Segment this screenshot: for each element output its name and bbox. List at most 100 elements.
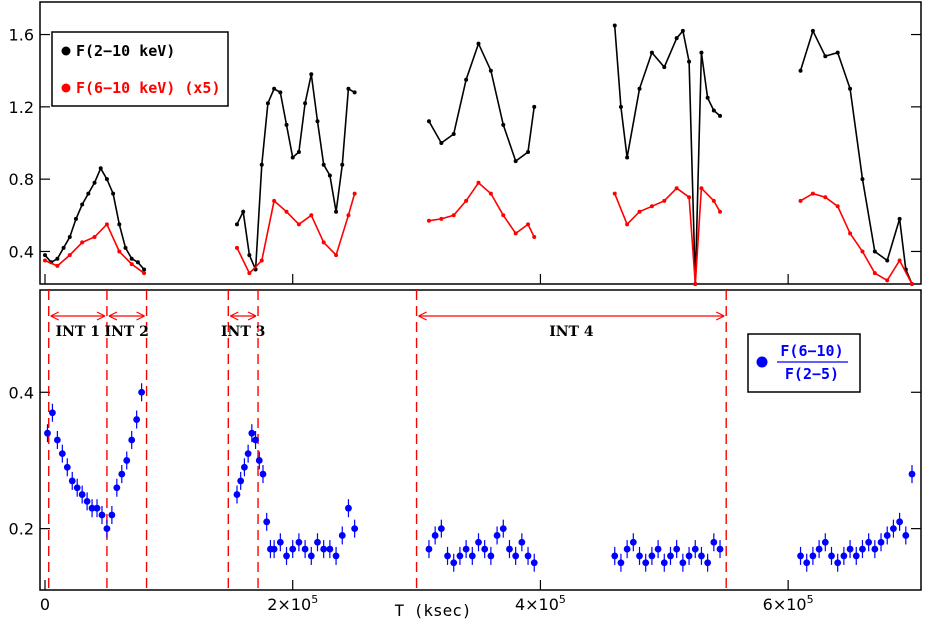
ratio-point	[518, 538, 526, 546]
data-point	[278, 90, 283, 95]
ratio-point	[462, 545, 470, 553]
bottom-y-tick-label: 0.2	[9, 520, 34, 539]
data-point	[718, 113, 723, 118]
ratio-point	[512, 552, 520, 560]
data-point	[451, 131, 456, 136]
data-point	[272, 86, 277, 91]
ratio-point	[276, 538, 284, 546]
data-point	[234, 245, 239, 250]
ratio-point	[351, 525, 359, 533]
ratio-point	[263, 518, 271, 526]
top-legend-box	[51, 31, 229, 107]
data-point	[897, 216, 902, 221]
ratio-point	[53, 436, 61, 444]
data-point	[798, 68, 803, 73]
data-point	[699, 186, 704, 191]
ratio-point	[852, 552, 860, 560]
arrow-head-left	[108, 311, 118, 321]
data-point	[92, 235, 97, 239]
ratio-point	[834, 559, 842, 567]
ratio-point	[654, 545, 662, 553]
data-point	[687, 59, 692, 64]
ratio-point	[679, 559, 687, 567]
data-point	[80, 202, 85, 207]
ratio-point	[487, 552, 495, 560]
ratio-point	[846, 545, 854, 553]
interval-label: INT 1	[56, 324, 100, 340]
data-point	[43, 253, 47, 258]
ratio-point	[716, 545, 724, 553]
data-point	[296, 150, 301, 155]
arrow-head-left	[230, 311, 239, 321]
ratio-point	[896, 518, 904, 526]
data-point	[321, 162, 326, 167]
ratio-point	[499, 525, 507, 533]
ratio-point	[123, 457, 131, 464]
x-tick-label: 6×105	[763, 593, 814, 614]
series-line	[44, 222, 145, 274]
ratio-point	[78, 491, 86, 498]
data-point	[897, 258, 902, 263]
ratio-point	[320, 545, 328, 553]
arrow-head-right	[715, 311, 725, 321]
series-line	[428, 181, 535, 238]
data-point	[290, 155, 295, 160]
top-legend: F(2−10 keV) F(6−10 keV) (x5)	[51, 31, 229, 107]
data-point	[848, 86, 853, 91]
bottom-legend-box	[747, 333, 861, 393]
top-series-1	[43, 180, 914, 286]
data-point	[674, 36, 679, 41]
data-point	[234, 222, 239, 227]
data-point	[693, 282, 698, 286]
top-y-tick-label: 1.2	[9, 98, 34, 117]
ratio-point	[259, 470, 267, 478]
ratio-point	[450, 559, 458, 567]
ratio-point	[660, 559, 668, 567]
data-point	[513, 159, 518, 164]
ratio-point	[248, 429, 256, 437]
ratio-point	[506, 545, 513, 553]
data-point	[67, 253, 72, 258]
data-point	[352, 191, 357, 196]
arrow-head-right	[136, 311, 145, 321]
data-point	[835, 50, 840, 55]
ratio-point	[444, 552, 451, 560]
legend-label-hard: F(6−10 keV) (x5)	[76, 79, 221, 97]
x-tick-label: 4×105	[515, 593, 566, 614]
ratio-point	[673, 545, 681, 553]
x-tick-exponent: 5	[807, 593, 814, 606]
data-point	[823, 195, 828, 200]
series-line	[613, 25, 721, 285]
ratio-point	[908, 470, 916, 478]
ratio-point	[108, 511, 116, 519]
interval-label: INT 4	[549, 324, 594, 340]
data-point	[346, 86, 351, 91]
ratio-point	[481, 545, 489, 553]
ratio-series	[44, 383, 916, 572]
ratio-point	[821, 538, 829, 546]
ratio-point	[301, 545, 309, 553]
ratio-point	[902, 532, 910, 539]
x-tick-exponent: 5	[311, 593, 318, 606]
data-point	[612, 191, 617, 196]
ratio-point	[871, 545, 879, 553]
top-y-tick-label: 0.4	[9, 242, 34, 261]
data-point	[798, 198, 803, 203]
data-point	[680, 28, 685, 33]
ratio-point	[877, 538, 885, 546]
data-point	[284, 122, 289, 127]
data-point	[303, 101, 308, 106]
series-line	[236, 74, 356, 270]
data-point	[61, 245, 66, 250]
data-point	[43, 258, 47, 263]
data-point	[111, 191, 116, 196]
data-point	[80, 240, 85, 245]
ratio-point	[629, 538, 637, 546]
data-point	[687, 195, 692, 200]
data-point	[296, 222, 301, 227]
data-point	[612, 23, 617, 28]
ratio-point	[58, 450, 66, 458]
ratio-point	[828, 552, 835, 560]
data-point	[55, 256, 60, 261]
